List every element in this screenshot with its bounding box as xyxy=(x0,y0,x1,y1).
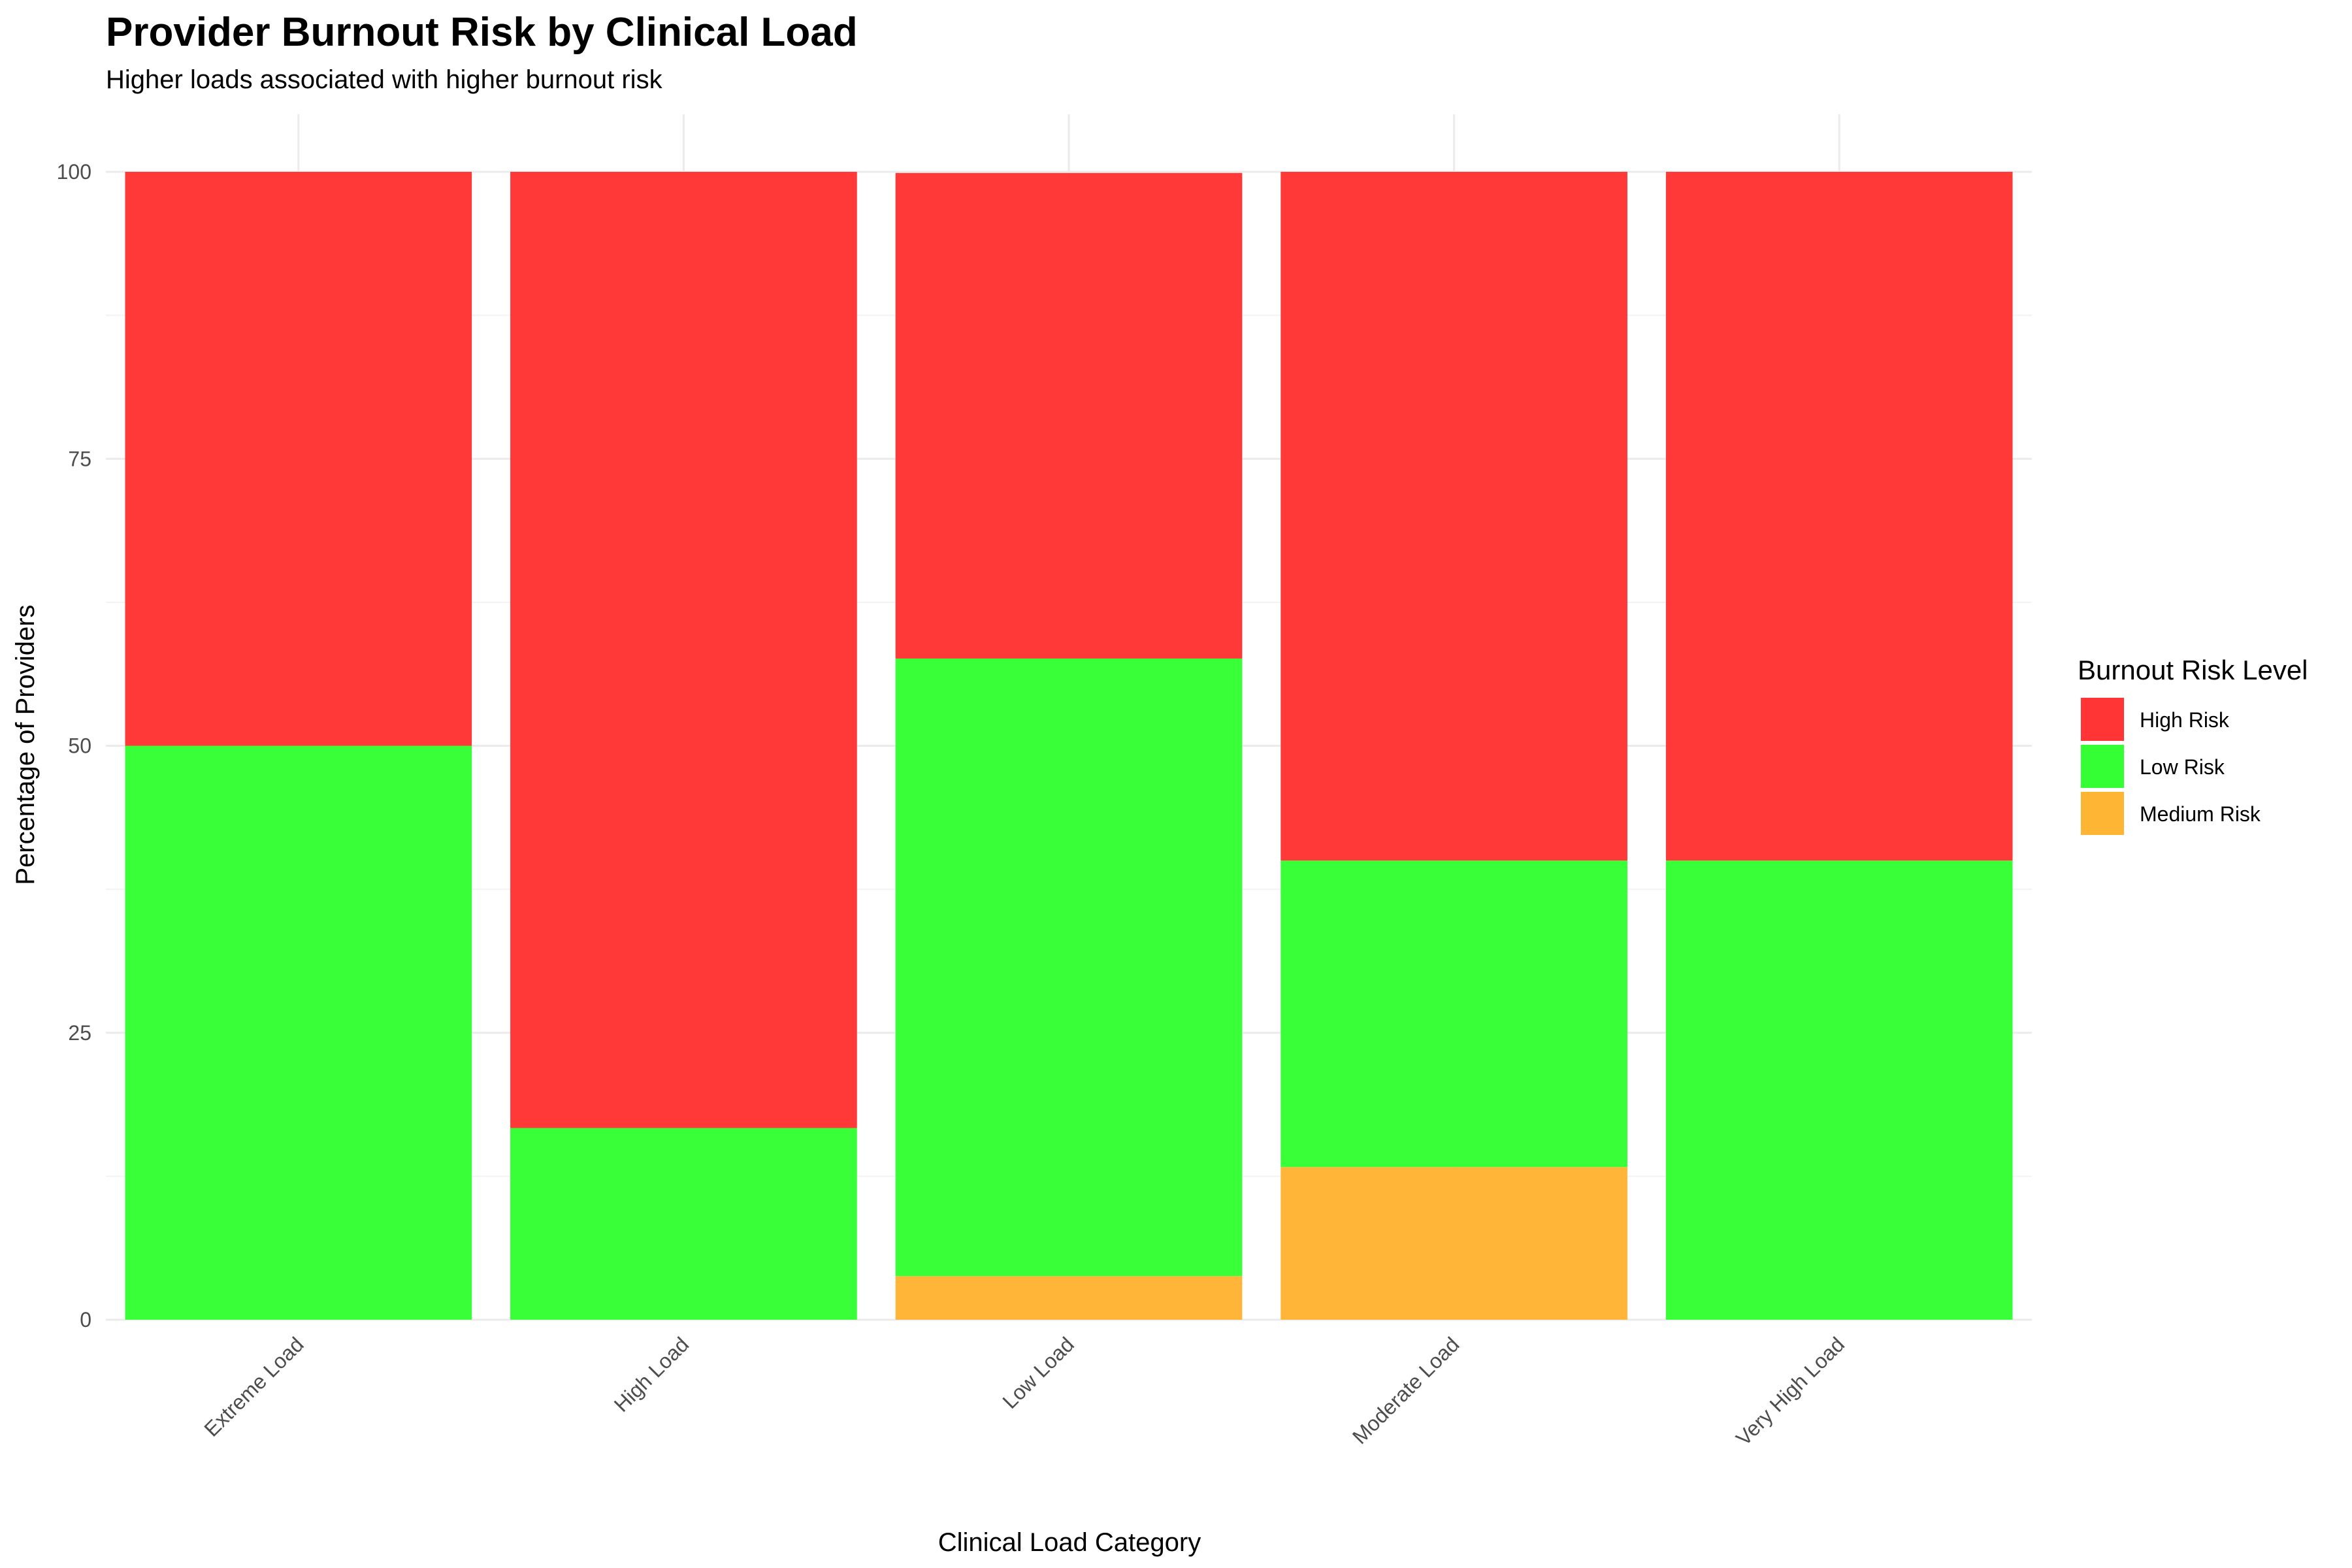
bar-segment-high-risk xyxy=(510,172,857,1128)
legend-swatch-medium-risk xyxy=(2081,792,2124,835)
chart-title: Provider Burnout Risk by Clinical Load xyxy=(106,10,858,55)
x-tick-label: Very High Load xyxy=(1731,1332,1849,1450)
legend-label: Low Risk xyxy=(2140,755,2225,779)
legend-swatch-high-risk xyxy=(2081,698,2124,741)
bar-segment-high-risk xyxy=(125,172,472,746)
x-tick-label: High Load xyxy=(610,1332,694,1416)
bar-segment-low-risk xyxy=(895,658,1243,1277)
bar-segment-high-risk xyxy=(895,172,1243,659)
legend-swatch-low-risk xyxy=(2081,745,2124,788)
bar-segment-medium-risk xyxy=(895,1276,1243,1320)
bar-segment-low-risk xyxy=(510,1128,857,1320)
legend-label: High Risk xyxy=(2140,708,2230,732)
y-axis-ticks: 0 25 50 75 100 xyxy=(57,160,91,1331)
legend-label: Medium Risk xyxy=(2140,802,2261,826)
legend-title: Burnout Risk Level xyxy=(2078,655,2308,685)
bar-segment-medium-risk xyxy=(1281,1167,1627,1320)
x-axis-title: Clinical Load Category xyxy=(938,1528,1201,1557)
bar-segment-low-risk xyxy=(1665,860,2013,1320)
y-axis-title: Percentage of Providers xyxy=(11,604,40,885)
bar-segment-low-risk xyxy=(1281,860,1627,1168)
x-tick-label: Extreme Load xyxy=(199,1332,308,1441)
y-tick-label: 50 xyxy=(68,734,91,758)
bars xyxy=(125,172,2013,1320)
x-axis-ticks: Extreme Load High Load Low Load Moderate Lo… xyxy=(199,1332,1849,1450)
legend: Burnout Risk Level High Risk Low Risk Medi… xyxy=(2078,655,2308,835)
y-tick-label: 75 xyxy=(68,447,91,470)
chart-subtitle: Higher loads associated with higher burn… xyxy=(106,65,662,94)
x-tick-label: Low Load xyxy=(998,1332,1079,1413)
bar-segment-high-risk xyxy=(1281,172,1627,861)
bar-segment-low-risk xyxy=(125,745,472,1320)
y-tick-label: 25 xyxy=(68,1021,91,1045)
y-tick-label: 100 xyxy=(57,160,91,184)
x-tick-label: Moderate Load xyxy=(1348,1332,1464,1448)
bar-segment-high-risk xyxy=(1665,172,2013,861)
y-tick-label: 0 xyxy=(80,1308,91,1331)
